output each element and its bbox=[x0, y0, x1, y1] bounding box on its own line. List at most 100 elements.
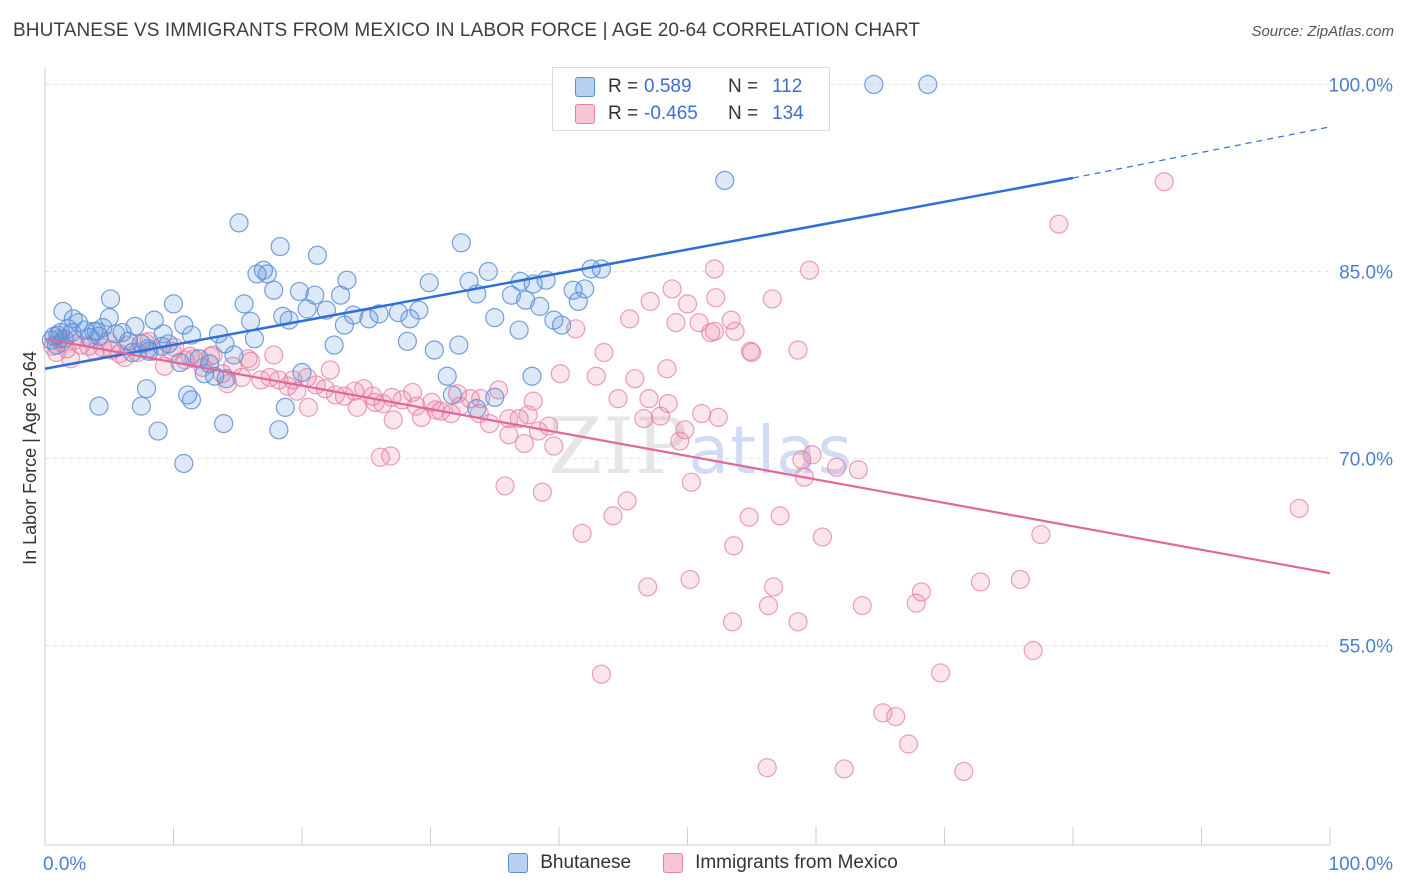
bhutanese-point bbox=[485, 387, 505, 408]
bhutanese-point bbox=[337, 270, 357, 290]
bhutanese-point bbox=[148, 421, 168, 441]
bhutanese-point bbox=[89, 326, 109, 346]
mexico-point bbox=[739, 507, 759, 527]
bhutanese-point bbox=[551, 315, 572, 335]
bhutanese-point bbox=[289, 281, 310, 302]
mexico-point bbox=[460, 389, 480, 409]
bhutanese-point bbox=[63, 309, 83, 329]
bhutanese-trend-extension bbox=[1072, 126, 1331, 179]
bhutanese-point bbox=[515, 290, 536, 310]
bhutanese-point bbox=[100, 289, 121, 309]
mexico-point bbox=[550, 364, 570, 384]
mexico-point bbox=[586, 366, 606, 386]
bhutanese-point bbox=[442, 385, 462, 405]
mexico-point bbox=[898, 734, 919, 754]
bhutanese-point bbox=[279, 310, 299, 330]
mexico-point bbox=[722, 612, 743, 632]
watermark-zip: ZIP bbox=[548, 402, 689, 492]
mexico-point bbox=[201, 346, 221, 366]
mexico-point bbox=[591, 664, 612, 684]
mexico-point bbox=[701, 322, 721, 343]
mexico-point bbox=[365, 392, 385, 412]
bhutanese-point bbox=[715, 170, 735, 191]
mexico-point bbox=[788, 612, 808, 632]
bhutanese-trend-line bbox=[44, 176, 1074, 370]
mexico-point bbox=[852, 596, 872, 616]
bhutanese-point bbox=[244, 329, 265, 349]
mexico-point bbox=[848, 460, 869, 480]
source-credit: Source: ZipAtlas.com bbox=[1251, 23, 1394, 40]
chart-title: BHUTANESE VS IMMIGRANTS FROM MEXICO IN L… bbox=[13, 20, 921, 41]
mexico-point bbox=[264, 345, 284, 365]
mexico-point bbox=[608, 389, 628, 409]
legend-r-value: -0.465 bbox=[644, 103, 698, 124]
y-tick-label: 70.0% bbox=[1339, 450, 1393, 471]
mexico-point bbox=[692, 404, 712, 424]
bhutanese-point bbox=[205, 366, 225, 386]
legend-r-value: 0.589 bbox=[644, 76, 692, 97]
bottom-legend-swatch-mexico bbox=[663, 853, 684, 873]
y-tick-label: 55.0% bbox=[1339, 637, 1393, 658]
mexico-point bbox=[812, 527, 833, 547]
mexico-point bbox=[523, 391, 543, 411]
bhutanese-point bbox=[305, 285, 325, 305]
bhutanese-point bbox=[530, 296, 550, 316]
mexico-point bbox=[802, 445, 822, 465]
bhutanese-point bbox=[264, 280, 284, 300]
mexico-point bbox=[625, 369, 645, 389]
bhutanese-point bbox=[451, 233, 471, 253]
mexico-point bbox=[1289, 498, 1309, 518]
series-bhutanese-points bbox=[41, 74, 938, 474]
mexico-point bbox=[799, 260, 820, 280]
mexico-point bbox=[370, 447, 390, 467]
bhutanese-point bbox=[131, 396, 151, 416]
mexico-point bbox=[762, 289, 782, 309]
mexico-point bbox=[873, 703, 893, 723]
x-tick-label: 100.0% bbox=[1329, 854, 1394, 875]
bhutanese-point bbox=[257, 264, 277, 284]
mexico-point bbox=[514, 433, 534, 454]
bhutanese-point bbox=[918, 74, 938, 95]
bhutanese-point bbox=[269, 420, 289, 440]
bhutanese-point bbox=[99, 308, 119, 328]
mexico-point bbox=[1010, 569, 1030, 590]
bottom-legend-item-bhutanese: Bhutanese bbox=[508, 852, 631, 874]
mexico-point bbox=[886, 706, 906, 727]
mexico-point bbox=[383, 410, 403, 430]
mexico-point bbox=[662, 279, 682, 299]
bottom-legend: Bhutanese Immigrants from Mexico bbox=[0, 852, 1406, 874]
watermark-atlas: atlas bbox=[688, 412, 853, 489]
mexico-point bbox=[471, 389, 491, 409]
bhutanese-point bbox=[253, 260, 274, 280]
bhutanese-point bbox=[224, 345, 244, 365]
bhutanese-point bbox=[89, 396, 109, 416]
bhutanese-point bbox=[397, 331, 417, 351]
mexico-point bbox=[834, 759, 854, 779]
bhutanese-point bbox=[181, 390, 202, 410]
bhutanese-point bbox=[163, 294, 184, 314]
legend-row-mexico: R = -0.465 N = 134 bbox=[575, 100, 804, 128]
mexico-point bbox=[381, 446, 401, 466]
mexico-point bbox=[620, 309, 640, 329]
bottom-legend-label-mexico: Immigrants from Mexico bbox=[695, 852, 898, 873]
bhutanese-point bbox=[449, 335, 469, 355]
mexico-point bbox=[657, 359, 677, 379]
bhutanese-point bbox=[234, 294, 254, 314]
mexico-point bbox=[742, 342, 762, 363]
mexico-point bbox=[666, 313, 686, 333]
mexico-point bbox=[347, 397, 367, 417]
bhutanese-point bbox=[136, 379, 157, 399]
mexico-point bbox=[532, 482, 552, 502]
mexico-point bbox=[638, 577, 658, 597]
mexico-point bbox=[1031, 524, 1051, 545]
bhutanese-point bbox=[501, 285, 522, 305]
mexico-point bbox=[639, 389, 659, 409]
bhutanese-point bbox=[485, 308, 505, 328]
legend-r-label: R = bbox=[608, 103, 639, 124]
mexico-point bbox=[706, 288, 726, 308]
mexico-trend-line bbox=[44, 337, 1331, 575]
mexico-point bbox=[499, 425, 519, 445]
bhutanese-point bbox=[62, 322, 82, 343]
mexico-point bbox=[724, 536, 744, 556]
